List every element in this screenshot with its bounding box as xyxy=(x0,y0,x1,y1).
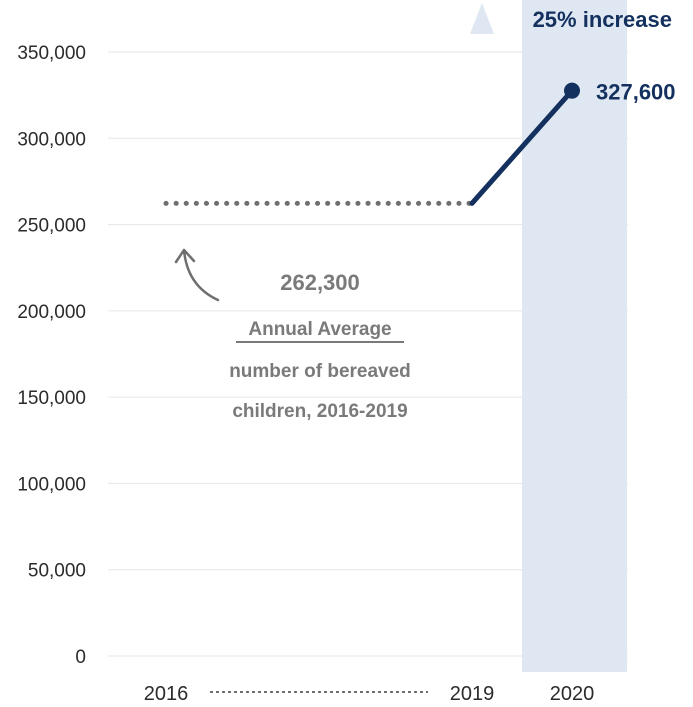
annotation-text-line-1: number of bereaved xyxy=(229,361,411,382)
annotation-heading: Annual Average xyxy=(248,319,391,340)
y-tick-label: 250,000 xyxy=(17,216,86,237)
x-tick-label: 2019 xyxy=(450,683,495,705)
y-tick-label: 100,000 xyxy=(17,474,86,495)
grid-lines xyxy=(108,51,628,657)
y-tick-label: 150,000 xyxy=(17,388,86,409)
y-axis-ticks: 350,000 300,000 250,000 200,000 150,000 100,0… xyxy=(17,43,86,668)
data-point-2020 xyxy=(564,82,580,99)
increase-arrow-icon xyxy=(470,3,494,34)
x-tick-label: 2020 xyxy=(550,683,595,705)
x-axis-ticks: 2016 2019 2020 xyxy=(144,683,595,705)
annotation-text-line-2: children, 2016-2019 xyxy=(232,401,407,422)
y-tick-label: 300,000 xyxy=(17,129,86,150)
increase-label: 25% increase xyxy=(533,7,672,32)
increase-line-segment xyxy=(469,88,575,206)
y-tick-label: 200,000 xyxy=(17,302,86,323)
x-tick-label: 2016 xyxy=(144,683,189,705)
curved-arrow-icon xyxy=(174,248,220,302)
y-tick-label: 350,000 xyxy=(17,43,86,64)
y-tick-label: 50,000 xyxy=(28,561,86,582)
y-tick-label: 0 xyxy=(75,647,86,668)
highlight-band-2020 xyxy=(522,0,627,672)
data-label-2020: 327,600 xyxy=(596,80,676,105)
annotation-value: 262,300 xyxy=(280,270,360,295)
